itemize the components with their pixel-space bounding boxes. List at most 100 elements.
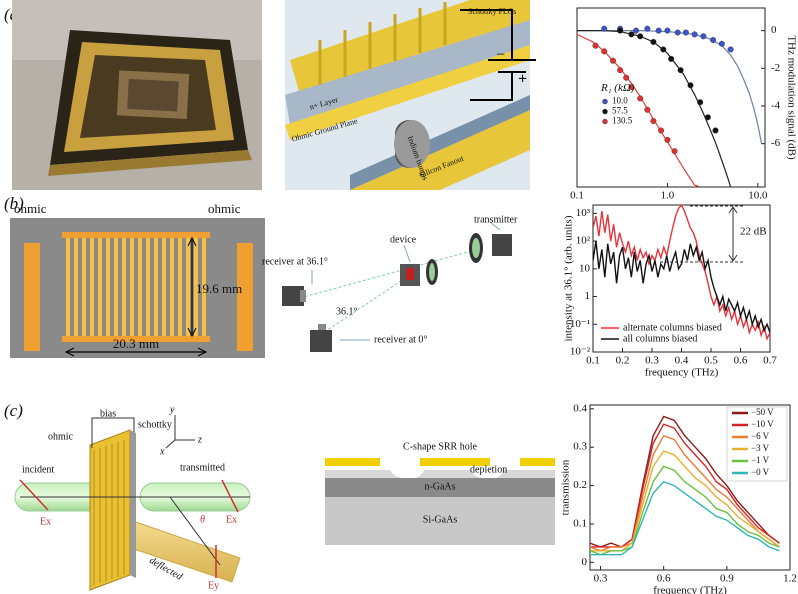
point: [704, 114, 711, 121]
diagram-label: ohmic: [14, 201, 47, 216]
panel-label: (b): [4, 194, 24, 213]
y-tick-label: 10⁻²: [570, 346, 591, 358]
y-tick-label: 0.3: [573, 441, 587, 453]
diagram-label: n-GaAs: [424, 481, 455, 492]
x-tick-label: 0.4: [675, 355, 689, 367]
x-tick-label: 0.1: [570, 190, 584, 202]
diagram-label: Si-GaAs: [423, 514, 458, 525]
diagram-label: z: [197, 434, 202, 445]
x-tick-label: 0.3: [645, 355, 659, 367]
x-tick-label: 0.1: [586, 355, 600, 367]
y-axis-label: intensity at 36.1° (arb. units): [563, 215, 575, 341]
plot-area: [593, 205, 770, 341]
y-tick-label: 0.4: [573, 402, 587, 414]
diagram-label: ohmic: [48, 431, 74, 442]
legend-label: −6 V: [751, 431, 770, 441]
diagram-label: C-shape SRR hole: [403, 441, 477, 452]
point: [637, 33, 644, 40]
x-tick-label: 10.0: [748, 190, 768, 202]
diagram-label: −: [496, 47, 505, 64]
chip-photo: [12, 0, 262, 190]
x-tick-label: 0.6: [734, 355, 748, 367]
x-tick-label: 0.9: [720, 573, 734, 585]
diagram-label: receiver at 36.1°: [262, 256, 328, 267]
diagram-label: Ey: [208, 580, 219, 591]
legend-label: −3 V: [751, 443, 770, 453]
point: [697, 99, 704, 106]
x-tick-label: 0.7: [763, 355, 777, 367]
point: [650, 38, 657, 45]
device-layout: ohmic ohmic 19.6 mm 20.3 mm: [10, 201, 265, 358]
diagram-label: device: [390, 234, 417, 245]
point: [712, 127, 719, 134]
legend-label: −1 V: [751, 455, 770, 465]
point: [658, 127, 665, 134]
legend-label: −10 V: [751, 419, 774, 429]
legend-title: R₁ (kΩ): [600, 82, 635, 94]
y-tick-label: -2: [771, 62, 780, 74]
point: [609, 57, 616, 64]
diagram-label: depletion: [470, 464, 507, 475]
point: [677, 67, 684, 74]
point: [644, 106, 651, 113]
point: [682, 29, 689, 36]
point: [644, 25, 651, 32]
point: [617, 27, 624, 34]
point: [601, 25, 608, 32]
y-tick-label: 10²: [576, 235, 591, 247]
point: [700, 33, 707, 40]
diagram-label: 19.6 mm: [196, 281, 242, 296]
series-line: [590, 465, 780, 556]
x-tick-label: 1.2: [783, 573, 797, 585]
diagram-label: incident: [22, 464, 54, 475]
y-tick-label: 10⁻¹: [570, 318, 590, 330]
point: [592, 42, 599, 49]
point: [664, 136, 671, 143]
point: [671, 148, 678, 155]
x-tick-label: 0.6: [657, 573, 671, 585]
legend-box: [726, 406, 788, 482]
legend-label: −0 V: [751, 467, 770, 477]
diagram-label: receiver at 0°: [374, 334, 427, 345]
y-tick-label: 10: [579, 262, 591, 274]
beam-diagram: bias ohmic schottky y z x incident trans…: [14, 404, 251, 591]
point: [668, 55, 675, 62]
y-tick-label: 0: [771, 24, 777, 36]
y-tick-label: 0.1: [573, 517, 587, 529]
legend-label: 10.0: [612, 96, 628, 106]
plot-frame: [589, 404, 791, 571]
y-tick-label: 0: [582, 556, 588, 568]
x-axis-label: frequency (THz): [645, 367, 719, 379]
diagram-label: Ex: [226, 514, 237, 525]
diagram-label: y: [169, 404, 175, 415]
legend-label: 57.5: [612, 106, 628, 116]
legend-label: alternate columns biased: [623, 322, 722, 333]
diagram-label: ohmic: [208, 201, 241, 216]
point: [691, 31, 698, 38]
legend-marker: [602, 98, 608, 105]
point: [623, 74, 630, 81]
diagram-label: 36.1°: [336, 306, 358, 317]
point: [633, 27, 640, 34]
point: [718, 40, 725, 47]
legend-label: −50 V: [751, 407, 774, 417]
legend-marker: [602, 118, 608, 125]
point: [628, 84, 635, 91]
annotation: 22 dB: [740, 226, 767, 238]
y-tick-label: 0.2: [573, 479, 587, 491]
series-line: [590, 434, 780, 552]
point: [617, 67, 624, 74]
diagram-label: +: [518, 71, 527, 88]
point: [628, 31, 635, 38]
cross-section: C-shape SRR hole depletion n-GaAs Si-GaA…: [325, 441, 555, 545]
fit-line: [577, 33, 701, 187]
y-tick-label: 10³: [576, 207, 591, 219]
point: [710, 37, 717, 44]
y-axis-label: transmission: [560, 459, 572, 515]
point: [674, 29, 681, 36]
plot-area: [577, 25, 763, 187]
x-tick-label: 0.2: [616, 355, 630, 367]
x-tick-label: 0.5: [704, 355, 718, 367]
